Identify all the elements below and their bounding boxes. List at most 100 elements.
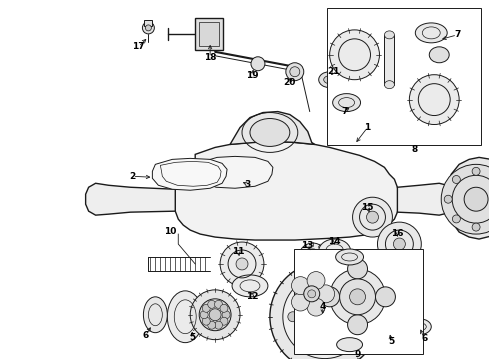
- Text: 7: 7: [342, 107, 348, 116]
- Circle shape: [292, 293, 309, 311]
- Ellipse shape: [144, 297, 167, 333]
- Circle shape: [330, 269, 386, 325]
- Text: 21: 21: [327, 67, 340, 76]
- Text: 6: 6: [142, 331, 148, 340]
- Ellipse shape: [318, 72, 341, 87]
- Circle shape: [305, 297, 344, 337]
- Circle shape: [290, 67, 300, 77]
- Circle shape: [317, 285, 335, 303]
- Circle shape: [208, 300, 216, 308]
- Circle shape: [270, 262, 379, 360]
- Text: 10: 10: [164, 226, 176, 235]
- Bar: [199, 22, 219, 46]
- Bar: [385, 35, 394, 85]
- Circle shape: [444, 195, 452, 203]
- Circle shape: [143, 22, 154, 34]
- Circle shape: [307, 298, 325, 316]
- Circle shape: [308, 290, 316, 298]
- Circle shape: [340, 279, 375, 315]
- Text: 9: 9: [354, 350, 361, 359]
- Circle shape: [146, 25, 151, 31]
- Circle shape: [409, 75, 459, 125]
- Circle shape: [292, 277, 309, 294]
- Polygon shape: [175, 141, 399, 240]
- Polygon shape: [449, 157, 490, 239]
- Ellipse shape: [429, 47, 449, 63]
- Text: 20: 20: [284, 78, 296, 87]
- Bar: [195, 18, 223, 50]
- Circle shape: [307, 271, 325, 289]
- Text: 2: 2: [129, 172, 136, 181]
- Circle shape: [200, 311, 208, 319]
- Text: 14: 14: [328, 237, 341, 246]
- Circle shape: [215, 321, 222, 329]
- Circle shape: [209, 309, 221, 321]
- Circle shape: [222, 311, 230, 319]
- Text: 7: 7: [454, 30, 460, 39]
- Circle shape: [353, 197, 392, 237]
- Circle shape: [347, 259, 368, 279]
- Circle shape: [349, 289, 366, 305]
- Ellipse shape: [318, 239, 350, 263]
- Circle shape: [297, 289, 307, 299]
- Circle shape: [330, 30, 379, 80]
- Circle shape: [202, 317, 210, 325]
- Circle shape: [208, 321, 216, 329]
- Text: 1: 1: [365, 123, 370, 132]
- Text: 16: 16: [391, 229, 404, 238]
- Circle shape: [236, 258, 248, 270]
- Ellipse shape: [407, 319, 431, 335]
- Circle shape: [220, 304, 228, 312]
- Circle shape: [220, 317, 228, 325]
- Circle shape: [190, 290, 240, 339]
- Circle shape: [375, 287, 395, 307]
- Ellipse shape: [250, 118, 290, 147]
- Ellipse shape: [385, 81, 394, 89]
- Circle shape: [283, 275, 367, 359]
- Circle shape: [299, 243, 327, 271]
- Text: 13: 13: [301, 240, 314, 249]
- Circle shape: [347, 315, 368, 335]
- Polygon shape: [397, 183, 451, 215]
- Circle shape: [352, 312, 362, 322]
- Circle shape: [288, 312, 298, 322]
- Ellipse shape: [416, 23, 447, 43]
- Bar: [294, 249, 423, 354]
- Circle shape: [220, 242, 264, 286]
- Circle shape: [199, 299, 231, 331]
- Circle shape: [367, 211, 378, 223]
- Circle shape: [472, 223, 480, 231]
- Circle shape: [452, 176, 460, 184]
- Circle shape: [304, 286, 319, 302]
- Ellipse shape: [324, 76, 336, 84]
- Circle shape: [286, 63, 304, 81]
- Text: 19: 19: [245, 71, 258, 80]
- Ellipse shape: [337, 338, 363, 352]
- Text: 11: 11: [232, 247, 245, 256]
- Text: 4: 4: [319, 302, 326, 311]
- Ellipse shape: [336, 249, 364, 265]
- Ellipse shape: [167, 291, 203, 343]
- Circle shape: [377, 222, 421, 266]
- Polygon shape: [86, 183, 175, 215]
- Ellipse shape: [373, 322, 405, 342]
- Text: 18: 18: [204, 53, 217, 62]
- Polygon shape: [152, 158, 227, 190]
- Ellipse shape: [333, 94, 361, 112]
- Circle shape: [319, 287, 340, 307]
- Circle shape: [251, 57, 265, 71]
- Text: 15: 15: [361, 203, 374, 212]
- Circle shape: [342, 334, 352, 344]
- Circle shape: [452, 215, 460, 223]
- Ellipse shape: [232, 275, 268, 297]
- Bar: [327, 8, 481, 145]
- Polygon shape: [230, 112, 315, 144]
- Circle shape: [441, 165, 490, 234]
- Ellipse shape: [385, 31, 394, 39]
- Circle shape: [464, 187, 488, 211]
- Circle shape: [215, 300, 222, 308]
- Circle shape: [342, 289, 352, 299]
- Circle shape: [297, 334, 307, 344]
- Text: 6: 6: [421, 334, 427, 343]
- Text: 5: 5: [388, 337, 394, 346]
